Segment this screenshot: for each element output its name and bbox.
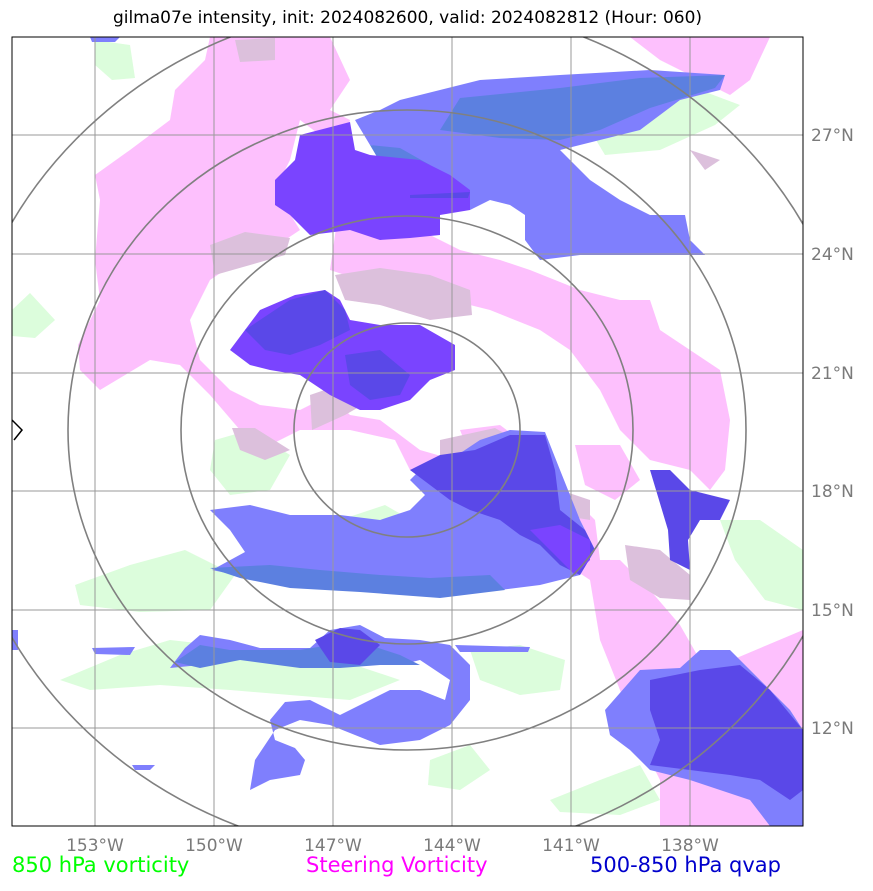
plot-frame xyxy=(11,36,804,827)
lon-tick-label: 147°W xyxy=(304,836,362,856)
map-title: gilma07e intensity, init: 2024082600, va… xyxy=(112,8,703,28)
range-rings xyxy=(12,37,803,826)
grid-lines xyxy=(12,37,803,826)
coastline-outline xyxy=(12,419,24,441)
lat-tick-label: 27°N xyxy=(811,126,854,146)
lon-tick-label: 150°W xyxy=(185,836,243,856)
legend-steering-vorticity: Steering Vorticity xyxy=(306,853,488,877)
lat-tick-label: 18°N xyxy=(811,482,854,502)
range-ring-3 xyxy=(67,109,747,751)
legend-qvap: 500-850 hPa qvap xyxy=(590,853,781,877)
lon-tick-label: 153°W xyxy=(66,836,124,856)
steering-vorticity-layer xyxy=(78,37,803,826)
lon-tick-label: 141°W xyxy=(542,836,600,856)
qvap-steering-overlap-layer xyxy=(230,122,595,665)
range-ring-2 xyxy=(180,215,634,645)
lon-tick-labels: 153°W 150°W 147°W 144°W 141°W 138°W xyxy=(66,836,719,856)
lat-tick-label: 12°N xyxy=(811,719,854,739)
map-plot-area xyxy=(12,37,803,826)
lat-tick-label: 24°N xyxy=(811,245,854,265)
lat-tick-label: 21°N xyxy=(811,364,854,384)
lat-tick-label: 15°N xyxy=(811,601,854,621)
lon-tick-label: 144°W xyxy=(423,836,481,856)
lon-tick-label: 138°W xyxy=(661,836,719,856)
lat-tick-labels: 27°N 24°N 21°N 18°N 15°N 12°N xyxy=(811,126,854,739)
range-ring-1 xyxy=(293,322,521,538)
legend-850-vorticity: 850 hPa vorticity xyxy=(12,853,190,877)
